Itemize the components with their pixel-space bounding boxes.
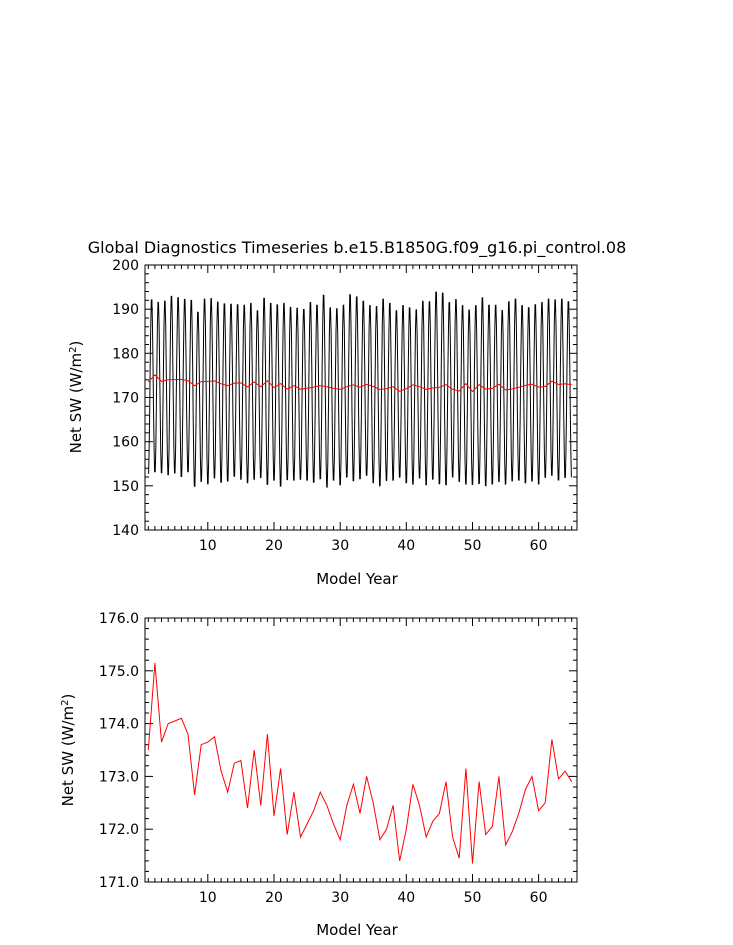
y-tick-label: 176.0 xyxy=(99,611,139,627)
y-tick-label: 200 xyxy=(112,258,139,274)
annual-mean-net-sw-line xyxy=(147,662,573,864)
x-tick-label: 50 xyxy=(464,538,482,554)
y-tick-label: 150 xyxy=(112,479,139,495)
top-y-axis-label: Net SW (W/m2) xyxy=(67,341,85,454)
y-tick-label: 180 xyxy=(112,346,139,362)
x-tick-label: 20 xyxy=(265,538,283,554)
annual-mean-net-sw-line xyxy=(147,374,572,393)
x-tick-label: 30 xyxy=(331,890,349,906)
y-tick-label: 160 xyxy=(112,435,139,451)
bottom-plot-frame xyxy=(144,617,578,883)
y-tick-label: 174.0 xyxy=(99,717,139,733)
y-tick-label: 173.0 xyxy=(99,769,139,785)
y-tick-label: 172.0 xyxy=(99,822,139,838)
x-tick-label: 40 xyxy=(397,538,415,554)
x-tick-label: 40 xyxy=(397,890,415,906)
x-tick-label: 10 xyxy=(199,538,217,554)
top-plot: 10 20 30 40 50 60 140 150 160 170 180 190 200 Model … xyxy=(67,258,578,588)
y-tick-label: 190 xyxy=(112,302,139,318)
y-tick-label: 140 xyxy=(112,523,139,539)
x-tick-label: 30 xyxy=(331,538,349,554)
bottom-x-axis-label: Model Year xyxy=(316,921,398,939)
top-plot-ticks: 10 20 30 40 50 60 140 150 160 170 180 190 200 xyxy=(112,258,577,554)
y-tick-label: 175.0 xyxy=(99,664,139,680)
top-x-axis-label: Model Year xyxy=(316,570,398,588)
monthly-net-sw-line xyxy=(148,291,572,488)
bottom-plot-ticks: 10 20 30 40 50 60 171.0 172.0 173.0 174.0 175.0 176… xyxy=(99,611,577,906)
y-tick-label: 171.0 xyxy=(99,875,139,891)
x-tick-label: 10 xyxy=(199,890,217,906)
chart-title: Global Diagnostics Timeseries b.e15.B185… xyxy=(88,238,627,258)
x-tick-label: 50 xyxy=(464,890,482,906)
x-tick-label: 20 xyxy=(265,890,283,906)
top-plot-series xyxy=(147,291,572,488)
x-tick-label: 60 xyxy=(530,890,548,906)
bottom-plot: 10 20 30 40 50 60 171.0 172.0 173.0 174.0 175.0 176… xyxy=(59,611,578,939)
bottom-y-axis-label: Net SW (W/m2) xyxy=(59,694,77,807)
x-tick-label: 60 xyxy=(530,538,548,554)
bottom-plot-series xyxy=(147,662,573,864)
y-tick-label: 170 xyxy=(112,391,139,407)
